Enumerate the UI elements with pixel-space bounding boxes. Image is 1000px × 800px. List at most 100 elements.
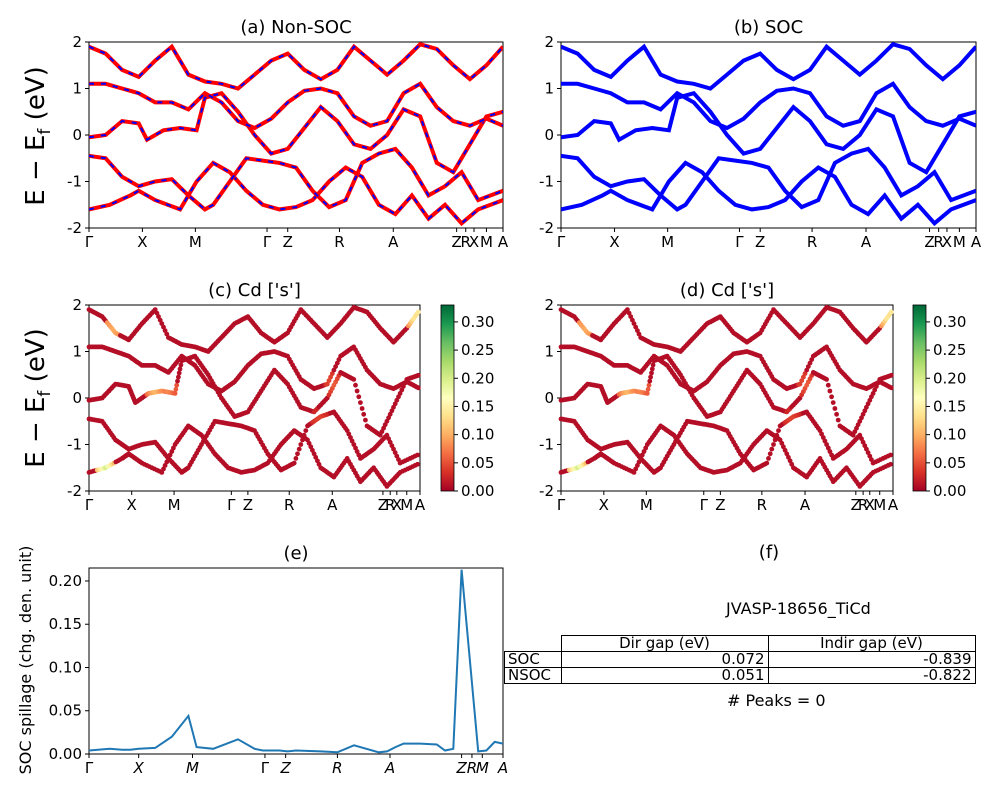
- x-tick-label: Z: [755, 233, 765, 251]
- x-tick-label: M: [168, 496, 181, 514]
- y-tick-label: 0.00: [49, 745, 82, 763]
- x-tick-label: M: [189, 233, 202, 251]
- band-line: [561, 160, 976, 227]
- x-tick-label: A: [327, 496, 338, 514]
- panel-title: (a) Non-SOC: [240, 17, 351, 38]
- gap-table: Dir gap (eV) Indir gap (eV) SOC 0.072 -0…: [504, 635, 976, 684]
- scatter-point: [825, 382, 831, 388]
- x-tick-label: X: [865, 496, 875, 514]
- x-tick-label: Γ: [557, 233, 566, 251]
- scatter-point: [834, 411, 839, 417]
- x-tick-label: Z: [715, 496, 725, 514]
- bands-group: [561, 42, 976, 227]
- y-tick-label: 1: [72, 343, 82, 361]
- band-line: [89, 81, 503, 131]
- y-tick-label: 1: [544, 343, 554, 361]
- scatter-point: [772, 437, 778, 443]
- scatter-point: [178, 362, 184, 368]
- table-row: NSOC 0.051 -0.822: [504, 667, 976, 684]
- scatter-point: [776, 428, 781, 433]
- y-tick-label: 0: [72, 126, 82, 144]
- x-tick-label: X: [392, 496, 402, 514]
- scatter-point: [296, 446, 302, 452]
- scatter-point: [644, 391, 650, 396]
- band-line: [561, 90, 976, 175]
- band-line-dashed: [89, 92, 503, 174]
- scatter-point: [648, 374, 653, 380]
- table-cell: SOC: [504, 651, 562, 668]
- panel-title: (e): [283, 543, 308, 564]
- y-tick-label: 2: [544, 33, 554, 51]
- scatter-point: [835, 417, 841, 423]
- table-cell: NSOC: [504, 667, 562, 684]
- y-tick-label: -1: [539, 173, 554, 191]
- y-axis-label-spillage: SOC spillage (chg. den. unit): [16, 546, 35, 775]
- scatter-point: [291, 460, 297, 466]
- scatter-point: [363, 417, 368, 423]
- x-tick-label: Γ: [261, 759, 270, 777]
- x-tick-label: Z: [851, 496, 861, 514]
- x-tick-label: R: [467, 759, 477, 777]
- scatter-point: [415, 385, 421, 391]
- x-tick-label: X: [127, 496, 137, 514]
- scatter-point: [298, 442, 304, 447]
- axes-frame: [88, 41, 504, 229]
- x-tick-label: A: [384, 759, 395, 777]
- spillage-line: [88, 569, 504, 754]
- x-tick-label: A: [861, 233, 872, 251]
- panel-f-title: (f): [759, 542, 779, 563]
- scatter-point: [649, 370, 654, 376]
- y-tick-label: 0.20: [49, 572, 82, 590]
- scatter-point: [832, 406, 838, 411]
- scatter-point: [888, 452, 893, 458]
- scatter-point: [888, 309, 894, 315]
- x-tick-label: R: [284, 496, 294, 514]
- table-title: JVASP-18656_TiCd: [726, 599, 871, 618]
- x-tick-label: Γ: [85, 759, 94, 777]
- y-axis-label-top: E − Ef (eV): [21, 66, 55, 206]
- x-tick-label: Γ: [735, 233, 744, 251]
- x-tick-label: X: [609, 233, 619, 251]
- scatter-point: [415, 452, 420, 458]
- scatter-point: [172, 391, 178, 396]
- panel-title: (c) Cd ['s']: [208, 280, 301, 301]
- scatter-point: [303, 428, 309, 433]
- band-line-dashed: [89, 161, 503, 225]
- colorbar: [912, 304, 927, 492]
- scatter-point: [824, 377, 829, 382]
- y-tick-label: -1: [539, 436, 554, 454]
- y-tick-label: 0.10: [49, 658, 82, 676]
- scatter-point: [300, 437, 305, 443]
- y-tick-label: 0.15: [49, 615, 82, 633]
- scatter-point: [301, 432, 307, 438]
- x-tick-label: M: [873, 496, 886, 514]
- panel-e-spillage: 0.000.050.100.150.20Γ X M Γ Z R A Z RM A(e): [49, 543, 509, 777]
- colorbar-tick-label: 0.00: [933, 482, 966, 500]
- x-tick-label: Γ: [700, 496, 709, 514]
- colorbar-tick-label: 0.10: [933, 426, 966, 444]
- scatter-point: [173, 386, 179, 392]
- x-tick-label: R: [858, 496, 868, 514]
- x-tick-label: X: [133, 759, 145, 777]
- scatter-point: [888, 385, 894, 391]
- scatter-point: [359, 406, 365, 411]
- band-line-dashed: [89, 43, 503, 90]
- y-tick-label: -1: [67, 436, 82, 454]
- scatter-point: [356, 394, 362, 400]
- x-tick-label: R: [757, 496, 767, 514]
- peaks-count: # Peaks = 0: [727, 691, 826, 710]
- band-line: [89, 160, 503, 227]
- scatter-point: [888, 372, 894, 378]
- x-tick-label: M: [400, 496, 413, 514]
- x-tick-label: Γ: [85, 233, 94, 251]
- x-tick-label: A: [388, 233, 399, 251]
- x-tick-label: A: [888, 496, 899, 514]
- y-tick-label: 0: [544, 126, 554, 144]
- x-tick-label: M: [953, 233, 966, 251]
- x-tick-label: X: [599, 496, 609, 514]
- x-tick-label: A: [800, 496, 811, 514]
- y-tick-label: -2: [539, 482, 554, 500]
- scatter-point: [358, 400, 363, 405]
- points-group: [558, 304, 894, 489]
- y-tick-label: 0: [544, 389, 554, 407]
